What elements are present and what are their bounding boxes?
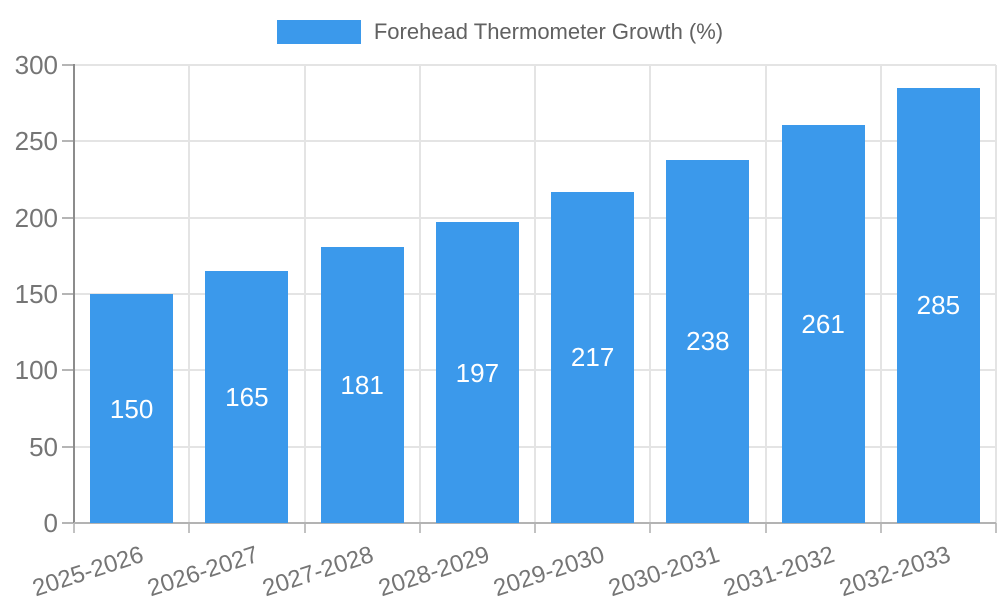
- v-gridline: [995, 65, 997, 523]
- x-axis-tick: [188, 523, 191, 533]
- y-tick-label: 50: [29, 431, 58, 462]
- bar[interactable]: 181: [320, 246, 404, 523]
- bar[interactable]: 217: [551, 191, 635, 523]
- y-axis-tick: [62, 445, 74, 448]
- bar[interactable]: 165: [205, 271, 289, 523]
- x-axis-tick: [73, 523, 75, 533]
- bar[interactable]: 238: [666, 159, 750, 523]
- x-axis-tick: [534, 523, 536, 533]
- x-tick-label: 2025-2026: [29, 541, 147, 600]
- v-gridline: [303, 65, 306, 523]
- y-tick-label: 150: [14, 279, 58, 309]
- bar-value-label: 217: [570, 342, 615, 373]
- y-axis-tick: [62, 369, 74, 372]
- v-gridline: [188, 65, 191, 523]
- bar[interactable]: 197: [435, 222, 519, 523]
- x-axis-tick: [649, 523, 652, 533]
- y-tick-label: 300: [14, 50, 58, 80]
- legend-label: Forehead Thermometer Growth (%): [373, 19, 724, 44]
- y-tick-label: 100: [14, 355, 58, 386]
- bar[interactable]: 261: [781, 124, 865, 523]
- bar-value-label: 197: [455, 357, 500, 388]
- y-axis-tick: [62, 522, 74, 524]
- bar-value-label: 285: [916, 290, 961, 321]
- x-tick-label: 2026-2027: [144, 541, 262, 600]
- y-axis-tick: [62, 64, 74, 66]
- x-axis-tick: [303, 523, 306, 533]
- x-axis-tick: [995, 523, 997, 533]
- y-tick-label: 0: [43, 508, 58, 538]
- x-axis-tick: [879, 523, 882, 533]
- x-axis-line: [74, 522, 996, 524]
- x-axis-tick: [418, 523, 421, 533]
- legend-swatch-icon: [276, 20, 361, 44]
- y-tick-label: 200: [14, 202, 58, 233]
- v-gridline: [534, 65, 536, 523]
- v-gridline: [764, 65, 767, 523]
- v-gridline: [649, 65, 652, 523]
- x-tick-label: 2032-2033: [835, 541, 954, 600]
- bar-value-label: 261: [801, 308, 845, 339]
- bar-value-label: 181: [340, 369, 384, 400]
- bar-value-label: 238: [686, 326, 730, 357]
- bar[interactable]: 150: [90, 294, 174, 523]
- x-tick-label: 2027-2028: [259, 541, 378, 600]
- bar-value-label: 150: [109, 393, 154, 424]
- v-gridline: [879, 65, 882, 523]
- legend-item[interactable]: Forehead Thermometer Growth (%): [0, 16, 1000, 48]
- y-axis-tick: [62, 293, 74, 295]
- x-tick-label: 2028-2029: [374, 541, 493, 600]
- x-axis-tick: [764, 523, 767, 533]
- y-axis-line: [73, 64, 75, 523]
- x-tick-label: 2029-2030: [490, 541, 608, 600]
- y-axis-tick: [62, 140, 74, 143]
- bar-value-label: 165: [225, 382, 269, 413]
- y-tick-label: 250: [14, 126, 58, 157]
- x-tick-label: 2030-2031: [605, 541, 723, 600]
- y-axis-tick: [62, 216, 74, 219]
- v-gridline: [418, 65, 421, 523]
- x-tick-label: 2031-2032: [720, 541, 839, 600]
- bar[interactable]: 285: [896, 87, 980, 523]
